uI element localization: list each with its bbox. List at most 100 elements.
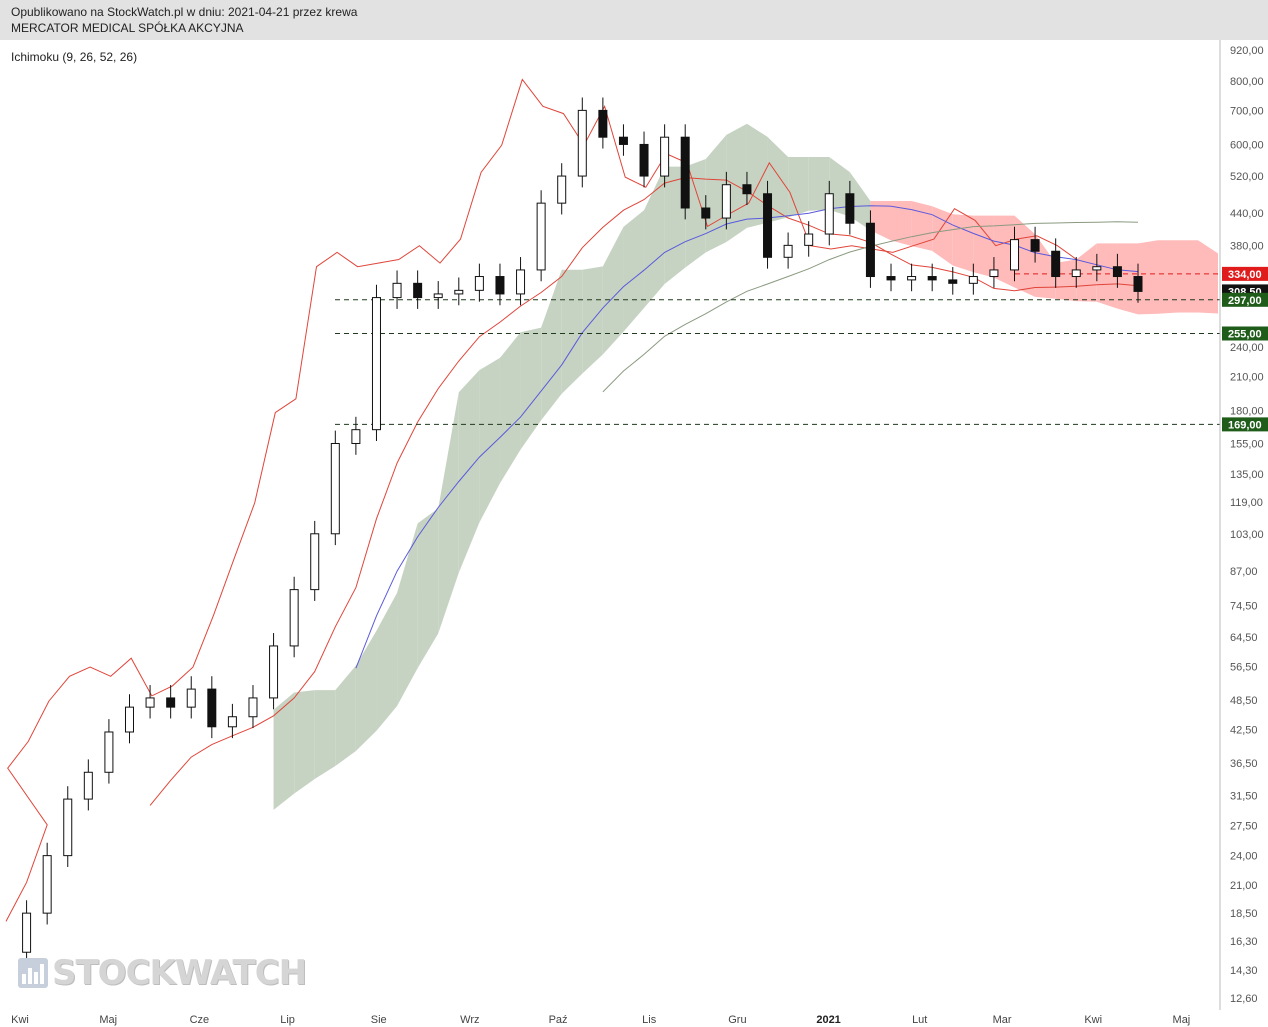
candle bbox=[371, 284, 381, 442]
cloud-segment bbox=[808, 156, 830, 211]
y-tick-label: 180,00 bbox=[1230, 405, 1264, 417]
candle bbox=[310, 520, 320, 601]
candle-body bbox=[886, 276, 896, 281]
candle-body bbox=[454, 289, 464, 295]
candle bbox=[1071, 257, 1081, 288]
y-tick-label: 700,00 bbox=[1230, 105, 1264, 117]
cloud-segment bbox=[1138, 240, 1158, 315]
candle-body bbox=[680, 136, 690, 209]
candle-body bbox=[824, 193, 834, 235]
x-tick-label: Cze bbox=[190, 1014, 210, 1026]
x-tick-label: Wrz bbox=[460, 1014, 479, 1026]
candle bbox=[804, 221, 814, 257]
cloud-segment bbox=[520, 327, 542, 450]
candle bbox=[1010, 226, 1020, 282]
candle bbox=[660, 124, 670, 188]
y-tick-label: 74,50 bbox=[1230, 600, 1258, 612]
cloud-segment bbox=[355, 630, 377, 751]
y-tick-label: 56,50 bbox=[1230, 661, 1258, 673]
cloud-segment bbox=[726, 123, 747, 243]
y-tick-label: 24,00 bbox=[1230, 851, 1258, 863]
y-tick-label: 800,00 bbox=[1230, 76, 1264, 88]
candle bbox=[865, 210, 875, 288]
candle-body bbox=[186, 688, 196, 708]
y-tick-label: 87,00 bbox=[1230, 566, 1258, 578]
candle bbox=[186, 676, 196, 719]
candle bbox=[824, 180, 834, 246]
cloud-segment bbox=[932, 206, 953, 266]
candle bbox=[639, 131, 649, 188]
y-tick-label: 12,60 bbox=[1230, 993, 1258, 1005]
cloud-segment bbox=[1096, 243, 1118, 309]
candle-body bbox=[927, 276, 937, 281]
candle bbox=[577, 97, 587, 188]
candle-body bbox=[742, 184, 752, 195]
cloud-segment bbox=[335, 665, 356, 767]
stockwatch-logo: STOCKWATCH bbox=[18, 953, 307, 993]
indicator-lines bbox=[5, 78, 1139, 922]
cloud-segment bbox=[314, 690, 336, 780]
candle bbox=[742, 171, 752, 206]
chikou-line bbox=[5, 78, 1079, 922]
cloud-segment bbox=[973, 215, 994, 278]
candle-body bbox=[845, 193, 855, 224]
y-tick-label: 21,00 bbox=[1230, 880, 1258, 892]
candle-body bbox=[289, 589, 299, 647]
candle-body bbox=[701, 207, 711, 219]
price-tag-bg bbox=[1222, 292, 1268, 307]
candle bbox=[454, 277, 464, 306]
candle bbox=[124, 694, 134, 744]
y-tick-label: 440,00 bbox=[1230, 208, 1264, 220]
x-tick-label: Kwi bbox=[1084, 1014, 1102, 1026]
cloud-segment bbox=[767, 136, 789, 223]
candle-body bbox=[433, 293, 443, 299]
cloud-segment bbox=[479, 357, 500, 523]
cloud-segment bbox=[1198, 240, 1218, 314]
y-tick-label: 135,00 bbox=[1230, 469, 1264, 481]
cloud-segment bbox=[294, 690, 315, 794]
cloud-segment bbox=[849, 172, 871, 231]
candle-body bbox=[1010, 239, 1020, 271]
y-tick-label: 210,00 bbox=[1230, 371, 1264, 383]
candle-body bbox=[865, 222, 875, 278]
y-tick-label: 380,00 bbox=[1230, 240, 1264, 252]
cloud-segment bbox=[685, 159, 706, 268]
candle bbox=[474, 263, 484, 302]
candle bbox=[907, 263, 917, 292]
candle bbox=[42, 842, 52, 925]
candle bbox=[783, 232, 793, 269]
y-tick-label: 520,00 bbox=[1230, 171, 1264, 183]
cloud-segment bbox=[870, 201, 892, 241]
price-tag-bg bbox=[1222, 266, 1268, 281]
cloud-segment bbox=[1014, 215, 1036, 297]
candle bbox=[269, 633, 279, 710]
cloud-segment bbox=[438, 392, 459, 634]
chart-header: Opublikowano na StockWatch.pl w dniu: 20… bbox=[0, 0, 1268, 40]
candle-body bbox=[22, 912, 32, 953]
cloud-segment bbox=[644, 166, 665, 309]
cloud-segment bbox=[829, 156, 850, 217]
candle bbox=[845, 180, 855, 235]
y-tick-label: 155,00 bbox=[1230, 438, 1264, 450]
candle bbox=[536, 190, 546, 282]
indicator-label: Ichimoku (9, 26, 52, 26) bbox=[11, 50, 138, 64]
cloud-segment bbox=[891, 201, 912, 247]
candle bbox=[1051, 238, 1061, 288]
candle bbox=[207, 676, 217, 739]
candle bbox=[433, 281, 443, 309]
candle-body bbox=[371, 297, 381, 431]
cloud-segment bbox=[541, 269, 562, 421]
candle bbox=[557, 163, 567, 215]
candle-body bbox=[536, 202, 546, 271]
ichimoku-cloud bbox=[273, 123, 1218, 810]
candle bbox=[145, 685, 155, 719]
candle-body bbox=[557, 175, 567, 204]
candle-body bbox=[227, 716, 237, 728]
y-tick-label: 31,50 bbox=[1230, 791, 1258, 803]
cloud-segment bbox=[561, 269, 583, 394]
x-tick-label: Maj bbox=[99, 1014, 117, 1026]
y-tick-label: 18,50 bbox=[1230, 908, 1258, 920]
candle-body bbox=[310, 533, 320, 591]
candle-body bbox=[639, 143, 649, 177]
